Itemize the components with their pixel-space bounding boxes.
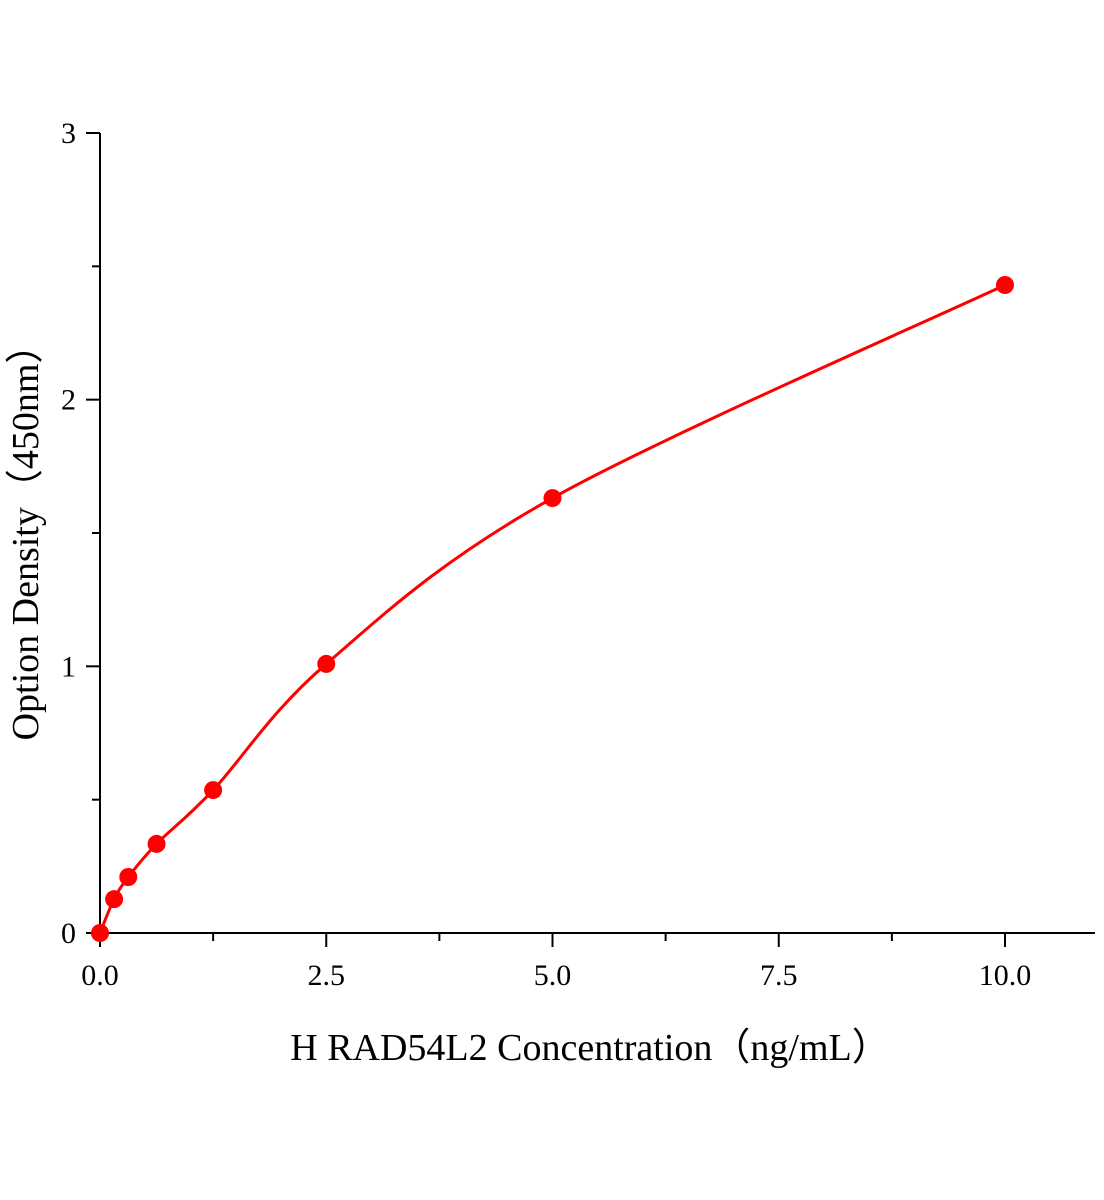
axes <box>99 133 1095 934</box>
data-point <box>543 489 562 508</box>
data-points <box>91 276 1014 942</box>
x-tick-label: 2.5 <box>308 959 346 992</box>
y-tick-label: 0 <box>61 917 76 950</box>
data-point <box>147 834 166 853</box>
y-tick-label: 3 <box>61 117 76 150</box>
ticks: 0.0 2.5 5.0 7.5 10.0 0 1 2 3 <box>61 117 1031 992</box>
x-axis-title: H RAD54L2 Concentration（ng/mL） <box>290 1027 889 1069</box>
data-point <box>91 924 109 942</box>
data-point <box>105 890 124 909</box>
fit-curve <box>98 283 1006 934</box>
x-tick-label: 7.5 <box>760 959 798 992</box>
y-tick-label: 2 <box>61 384 76 417</box>
x-tick-label: 0.0 <box>81 959 119 992</box>
data-point <box>119 868 138 886</box>
y-axis-title: Option Density（450nm） <box>5 326 47 741</box>
y-tick-label: 1 <box>61 650 76 683</box>
data-point <box>317 654 336 673</box>
data-point <box>204 781 223 800</box>
x-tick-label: 10.0 <box>979 959 1032 992</box>
x-tick-label: 5.0 <box>534 959 572 992</box>
data-point <box>996 276 1014 294</box>
